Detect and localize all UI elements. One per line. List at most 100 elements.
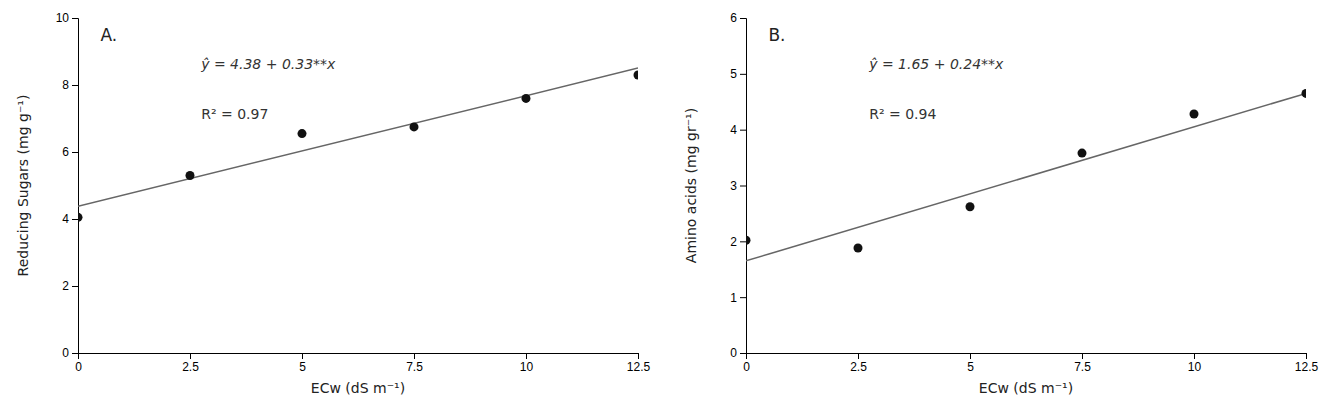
- annotation: R² = 0.94: [869, 106, 936, 122]
- tick-mark: [72, 85, 78, 86]
- tick: 6: [62, 145, 78, 159]
- tick-label: 4: [730, 123, 737, 137]
- plot-area: [746, 89, 1306, 261]
- tick: 0: [730, 346, 746, 360]
- point: [1190, 110, 1199, 119]
- tick: 12.5: [1295, 353, 1319, 374]
- tick-mark: [72, 286, 78, 287]
- tick: 7.5: [1074, 353, 1091, 374]
- regression-line: [746, 93, 1306, 261]
- tick-label: 4: [62, 212, 69, 226]
- tick-label: 2.5: [182, 360, 199, 374]
- tick-label: 3: [730, 179, 737, 193]
- tick-mark: [72, 353, 78, 354]
- tick-mark: [526, 353, 527, 359]
- tick: 2.5: [182, 353, 199, 374]
- tick-mark: [858, 353, 859, 359]
- tick-mark: [1082, 353, 1083, 359]
- tick-mark: [740, 241, 746, 242]
- point: [1078, 149, 1087, 158]
- tick-label: 8: [62, 78, 69, 92]
- tick: 0: [62, 346, 78, 360]
- point: [186, 171, 195, 180]
- texts: A. ŷ = 4.38 + 0.33**x R² = 0.97 ECw (dS m⁻¹…: [15, 25, 405, 396]
- tick: 5: [299, 353, 306, 374]
- tick: 10: [1188, 353, 1202, 374]
- axis-domain: [740, 19, 747, 354]
- tick-label: 2.5: [850, 360, 867, 374]
- annotation: ŷ = 1.65 + 0.24**x: [868, 56, 1004, 72]
- tick-label: 1: [730, 291, 737, 305]
- tick-label: 6: [62, 145, 69, 159]
- tick-label: 2: [730, 235, 737, 249]
- plot-area: [78, 68, 638, 222]
- tick: 7.5: [406, 353, 423, 374]
- tick: 4: [730, 123, 746, 137]
- tick-label: 0: [730, 346, 737, 360]
- tick-label: 5: [730, 67, 737, 81]
- tick-label: 0: [62, 346, 69, 360]
- point: [78, 213, 83, 222]
- x-axis-title: ECw (dS m⁻¹): [311, 380, 405, 396]
- tick-label: 5: [967, 360, 974, 374]
- annotation: R² = 0.97: [201, 106, 268, 122]
- tick-mark: [72, 18, 78, 19]
- tick-mark: [1306, 353, 1307, 359]
- tick: 2: [730, 235, 746, 249]
- tick-mark: [740, 297, 746, 298]
- figure: 02.557.51012.50246810A.ŷ = 4.38 + 0.33**…: [0, 0, 1336, 405]
- tick: 6: [730, 11, 746, 25]
- tick: 2.5: [850, 353, 867, 374]
- tick: 12.5: [627, 353, 651, 374]
- point: [634, 70, 639, 79]
- tick-mark: [302, 353, 303, 359]
- tick-label: 7.5: [406, 360, 423, 374]
- tick: 2: [62, 279, 78, 293]
- annotation: ŷ = 4.38 + 0.33**x: [200, 56, 336, 72]
- tick: 10: [520, 353, 534, 374]
- y-axis: 0 2 4 6 8 10: [56, 11, 79, 360]
- point: [410, 122, 419, 131]
- tick-label: 12.5: [1295, 360, 1319, 374]
- tick: 5: [730, 67, 746, 81]
- point: [966, 202, 975, 211]
- tick: 10: [56, 11, 78, 25]
- tick-mark: [638, 353, 639, 359]
- tick-mark: [740, 74, 746, 75]
- tick-mark: [740, 186, 746, 187]
- tick-mark: [190, 353, 191, 359]
- texts: B.ŷ = 1.65 + 0.24**xR² = 0.94ECw (dS m⁻¹…: [683, 25, 1073, 396]
- point: [1302, 89, 1307, 98]
- point: [522, 94, 531, 103]
- tick-label: 5: [299, 360, 306, 374]
- tick-mark: [740, 130, 746, 131]
- axis-domain: [747, 354, 1307, 360]
- tick: 0: [743, 353, 750, 374]
- x-axis: 0 2.5 5 7.5 10 12.5: [743, 353, 1318, 374]
- tick-label: 10: [56, 11, 70, 25]
- tick: 4: [62, 212, 78, 226]
- axis-domain: [72, 19, 79, 354]
- tick-label: 10: [520, 360, 534, 374]
- panel-label: A.: [100, 25, 117, 45]
- tick-label: 6: [730, 11, 737, 25]
- tick: 3: [730, 179, 746, 193]
- tick-label: 2: [62, 279, 69, 293]
- point: [298, 129, 307, 138]
- x-axis: 0 2.5 5 7.5 10 12.5: [75, 353, 650, 374]
- tick-label: 10: [1188, 360, 1202, 374]
- y-axis-title: Amino acids (mg gr⁻¹): [683, 108, 699, 263]
- tick-mark: [1194, 353, 1195, 359]
- tick: 8: [62, 78, 78, 92]
- regression-line: [78, 68, 638, 206]
- panel: 0 2.5 5 7.5 10 12.5 0 2 4 6 8 10 A. ŷ = 4.38 + 0.33**…: [15, 11, 651, 396]
- tick-mark: [72, 219, 78, 220]
- tick-label: 7.5: [1074, 360, 1091, 374]
- y-axis-title: Reducing Sugars (mg g⁻¹): [15, 95, 31, 277]
- tick-label: 0: [743, 360, 750, 374]
- panel-label: B.: [768, 25, 785, 45]
- tick: 1: [730, 291, 746, 305]
- point: [854, 244, 863, 253]
- axis-domain: [79, 354, 639, 360]
- tick-label: 0: [75, 360, 82, 374]
